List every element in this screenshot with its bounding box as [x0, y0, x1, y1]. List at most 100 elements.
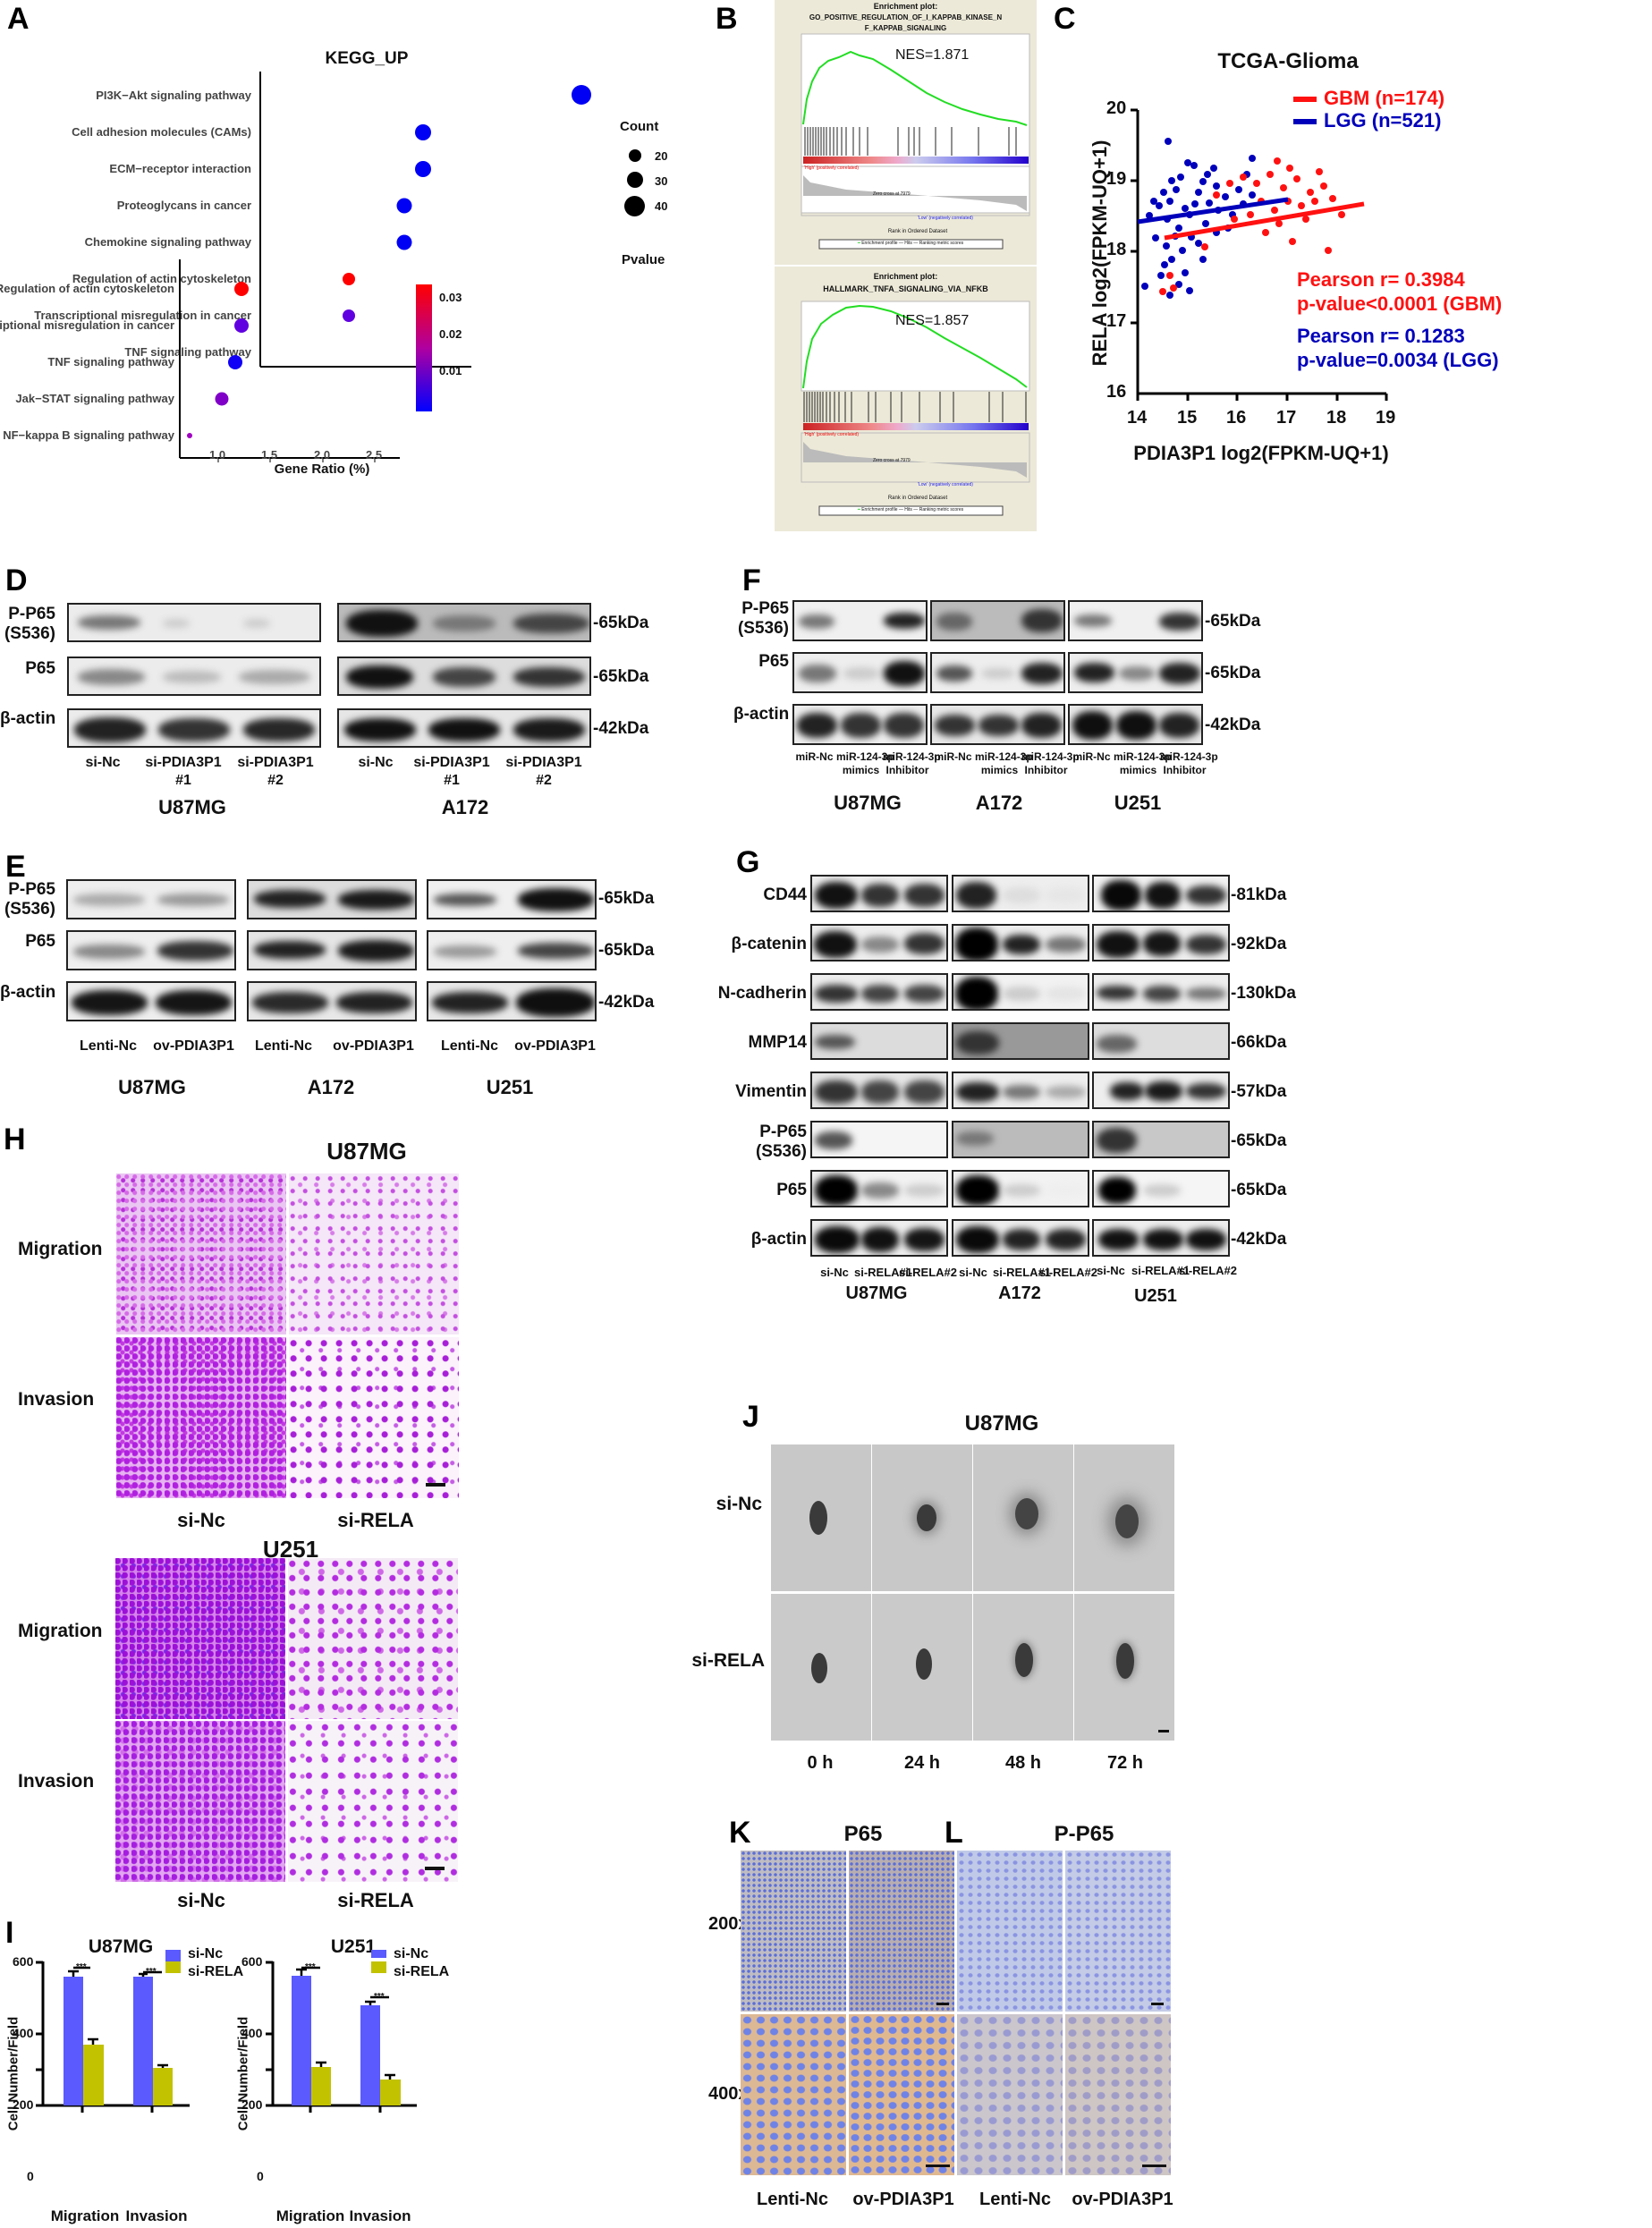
j-title: U87MG: [964, 1411, 1039, 1436]
i-u251-ylabel: Cell Number/Field: [235, 2016, 251, 2131]
f-lane-a172-2: miR-124-3p mimics: [975, 750, 1033, 776]
gsea1-title-1: Enrichment plot:: [873, 2, 938, 11]
blot-d-u87-actin: [67, 708, 321, 748]
g-kda-6: -65kDa: [1231, 1131, 1287, 1150]
kegg-title: KEGG_UP: [325, 49, 409, 68]
g-lane-u87-3: si-RELA#2: [899, 1266, 958, 1279]
count-legend-dot-20: [629, 149, 641, 162]
i-u87-cat-invasion: Invasion: [125, 2207, 188, 2224]
j-time-72h: 72 h: [1106, 1753, 1144, 1773]
g-cell-u251: U251: [1134, 1286, 1177, 1306]
g-lane-a172-1: si-Nc: [959, 1266, 987, 1279]
bar-charts: [36, 1950, 417, 2113]
h-u251-row-invasion: Invasion: [18, 1771, 95, 1792]
blot-g-u251-p65: [1092, 1170, 1230, 1207]
blot-f-u87-actin: [792, 704, 928, 745]
j-scale-bar: [1158, 1730, 1169, 1732]
blot-e-u87-p65: [66, 930, 236, 970]
blot-g-u87-vimentin: [810, 1072, 948, 1109]
scatter-ylabel: RELA log2(FPKM-UQ+1): [1089, 140, 1111, 367]
g-kda-3: -130kDa: [1231, 984, 1296, 1003]
f-lane-u251-2: miR-124-3p mimics: [1114, 750, 1172, 776]
f-row-actin: β-actin: [733, 705, 790, 724]
blot-g-u87-ncadherin: [810, 973, 948, 1011]
panel-label-a: A: [7, 2, 30, 36]
i-u251-cat-migration: Migration: [275, 2207, 345, 2224]
e-cell-u87: U87MG: [118, 1076, 186, 1098]
h-u87-invasion-sirela-image: [289, 1337, 459, 1498]
d-lane-a172-2: si-PDIA3P1 #1: [413, 755, 490, 788]
blot-g-a172-actin: [952, 1219, 1089, 1257]
g-cell-u87: U87MG: [845, 1283, 908, 1303]
d-kda-1: -65kDa: [593, 614, 649, 632]
g-row-mmp14: MMP14: [748, 1033, 807, 1052]
g-row-actin: β-actin: [750, 1230, 807, 1249]
g-row-vimentin: Vimentin: [735, 1082, 807, 1101]
g-row-bcatenin: β-catenin: [731, 935, 807, 953]
g-kda-5: -57kDa: [1231, 1082, 1287, 1101]
count-legend-dot-40: [624, 196, 645, 216]
ytick-18: 18: [1106, 240, 1127, 259]
f-kda-1: -65kDa: [1205, 612, 1261, 631]
h-u251-migration-sinc-image: [115, 1558, 285, 1719]
e-cell-u251: U251: [486, 1076, 534, 1098]
l-col-lentinc: Lenti-Nc: [979, 2190, 1051, 2209]
i-title-u87: U87MG: [88, 1936, 154, 1957]
k-col-lentinc: Lenti-Nc: [757, 2190, 828, 2209]
svg-text:TNF signaling pathway: TNF signaling pathway: [124, 345, 251, 359]
pvalue-tick-002: 0.02: [439, 327, 462, 341]
h-u251-row-migration: Migration: [18, 1621, 103, 1641]
i-u87-cat-migration: Migration: [50, 2207, 120, 2224]
h-u87-migration-sirela-image: [289, 1173, 459, 1334]
gsea1-zero-cross: Zero cross at 7979: [873, 191, 911, 197]
d-lane-u87-1: si-Nc: [85, 755, 121, 770]
h-u251-col-sinc: si-Nc: [177, 1889, 225, 1911]
i-u251-ytick-400: 400: [241, 2026, 263, 2040]
blot-d-a172-p65: [337, 657, 591, 696]
i-u87-sig-migration: ***: [76, 1962, 87, 1972]
g-kda-7: -65kDa: [1231, 1181, 1287, 1199]
j-sirela-72h-image: [1074, 1594, 1174, 1741]
gsea2-zero-cross: Zero cross at 7979: [873, 458, 911, 463]
f-lane-u87-2: miR-124-3p mimics: [836, 750, 894, 776]
panel-label-f: F: [742, 563, 761, 597]
blot-g-a172-p65: [952, 1170, 1089, 1207]
blot-f-u251-p65: [1068, 652, 1203, 693]
k-row-400x: 400x: [708, 2084, 749, 2104]
h-u87-migration-sinc-image: [116, 1173, 286, 1334]
e-kda-1: -65kDa: [598, 889, 655, 908]
j-sinc-24h-image: [872, 1444, 972, 1591]
blot-d-a172-pp65: [337, 603, 591, 642]
j-time-24h: 24 h: [903, 1753, 941, 1773]
g-lane-u87-2: si-RELA#1: [854, 1266, 913, 1279]
e-lane-a172-2: ov-PDIA3P1: [333, 1038, 414, 1054]
i-u87-ytick-0: 0: [27, 2169, 34, 2183]
blot-g-u251-cd44: [1092, 875, 1230, 912]
legend-lgg: LGG (n=521): [1324, 109, 1442, 131]
blot-g-u87-bcatenin: [810, 924, 948, 962]
count-legend-dot-30: [627, 172, 643, 188]
blot-g-u251-ncadherin: [1092, 973, 1230, 1011]
e-kda-2: -65kDa: [598, 941, 655, 960]
d-lane-u87-3: si-PDIA3P1 #2: [237, 755, 314, 788]
kegg-xlabel: Gene Ratio (%): [274, 462, 370, 477]
g-row-ncadherin: N-cadherin: [717, 984, 807, 1003]
i-u87-legend-sinc-swatch: [165, 1950, 181, 1961]
blot-d-u87-p65: [67, 657, 321, 696]
count-legend-title: Count: [620, 119, 659, 134]
h-cell-u87: U87MG: [326, 1138, 407, 1165]
j-sinc-48h-image: [973, 1444, 1073, 1591]
ytick-17: 17: [1106, 311, 1127, 331]
blot-f-a172-pp65: [930, 600, 1065, 641]
blot-d-a172-actin: [337, 708, 591, 748]
g-lane-a172-2: si-RELA#1: [993, 1266, 1052, 1279]
g-lane-u87-1: si-Nc: [820, 1266, 849, 1279]
h-u251-migration-sirela-image: [288, 1558, 458, 1719]
l-200x-lentinc-image: [957, 1851, 1063, 2012]
blot-g-u251-pp65: [1092, 1121, 1230, 1158]
h-u87-scale-bar: [426, 1483, 445, 1487]
i-u87-sig-invasion: ***: [146, 1967, 157, 1977]
d-row-actin: β-actin: [0, 709, 56, 728]
panel-label-b: B: [716, 2, 738, 36]
blot-g-a172-pp65: [952, 1121, 1089, 1158]
